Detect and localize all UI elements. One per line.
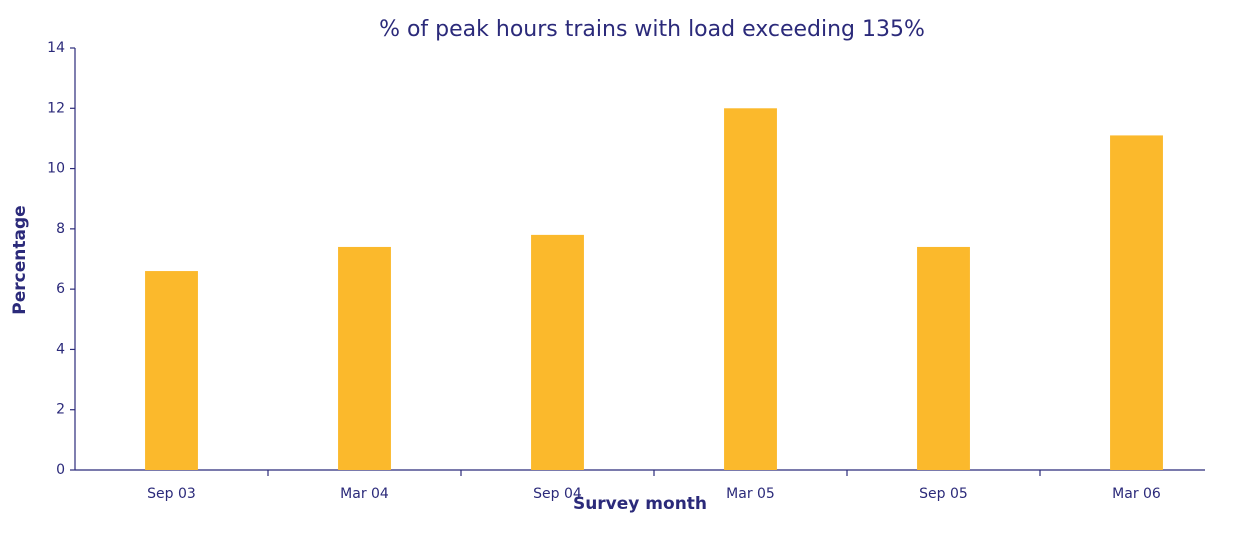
x-tick-label: Mar 06 [1112,486,1161,502]
x-tick-label: Sep 04 [533,486,582,502]
bar [145,271,198,470]
x-axis-label: Survey month [573,494,707,514]
bar [917,246,970,470]
y-tick-label: 4 [56,341,65,357]
y-tick-label: 0 [56,462,65,478]
x-tick-label: Sep 05 [919,486,968,502]
chart-title: % of peak hours trains with load exceedi… [379,17,925,42]
y-tick-label: 2 [56,402,65,418]
x-tick-label: Mar 04 [340,486,389,502]
bar [1110,135,1163,470]
y-tick-label: 12 [47,100,65,116]
bar [338,246,391,470]
y-tick-label: 8 [56,221,65,237]
y-tick-label: 14 [47,40,65,56]
bar [724,108,777,471]
bar [531,234,584,470]
y-tick-label: 6 [56,281,65,297]
x-tick-label: Sep 03 [147,486,196,502]
y-axis-label: Percentage [10,205,30,314]
x-tick-label: Mar 05 [726,486,775,502]
y-tick-label: 10 [47,161,65,177]
